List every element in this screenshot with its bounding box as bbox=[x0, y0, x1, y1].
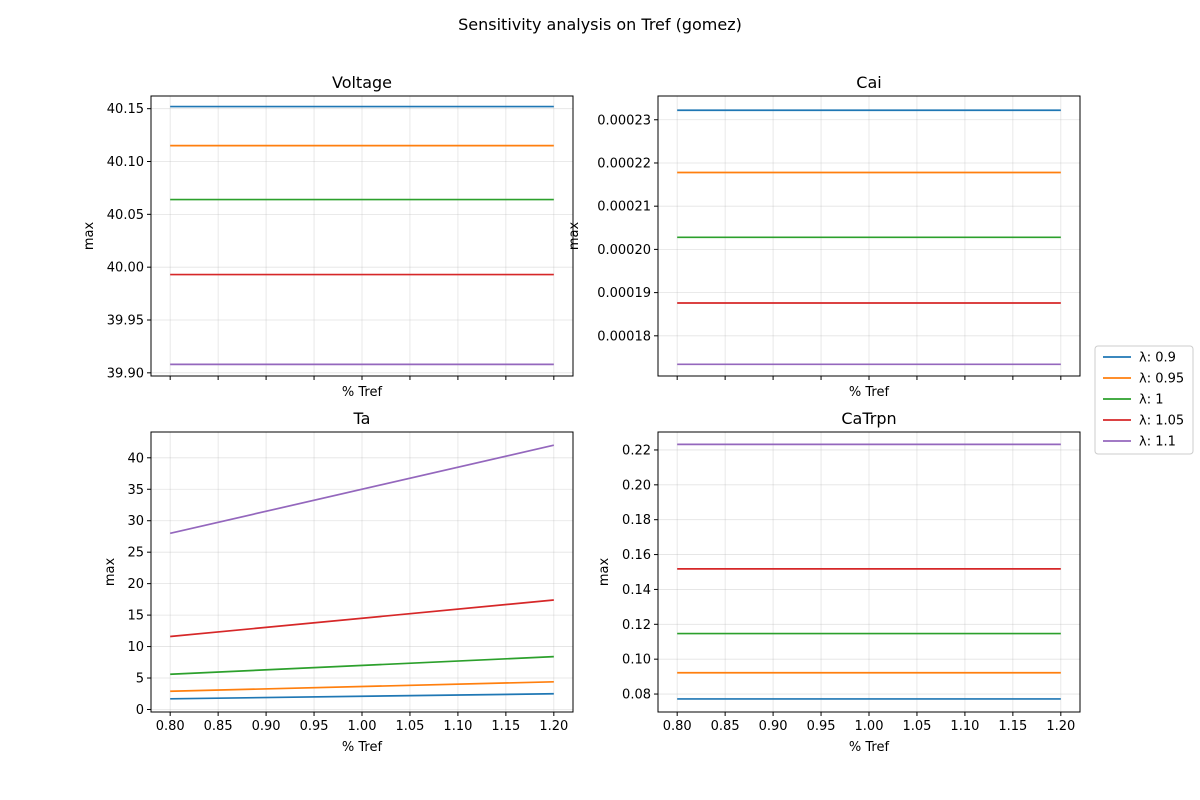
panel-voltage-ylabel: max bbox=[82, 222, 97, 251]
panel-catrpn-xtick-label: 1.20 bbox=[1046, 719, 1075, 734]
panel-ta-ytick-label: 25 bbox=[127, 546, 144, 561]
panel-cai-ytick-label: 0.00022 bbox=[597, 156, 651, 171]
panel-catrpn-xtick-label: 1.05 bbox=[902, 719, 931, 734]
panel-cai-title: Cai bbox=[856, 73, 881, 92]
figure-title: Sensitivity analysis on Tref (gomez) bbox=[458, 15, 742, 34]
panel-ta-ytick-label: 20 bbox=[127, 577, 144, 592]
panel-catrpn-ytick-label: 0.20 bbox=[622, 478, 651, 493]
panel-catrpn-xtick-label: 0.85 bbox=[711, 719, 740, 734]
panel-ta-series-line-4 bbox=[170, 599, 554, 638]
panel-ta-title: Ta bbox=[353, 409, 371, 428]
panel-voltage-ytick-label: 39.90 bbox=[107, 366, 144, 381]
panel-ta-ytick-label: 0 bbox=[136, 703, 144, 718]
panel-catrpn-ytick-label: 0.10 bbox=[622, 653, 651, 668]
panel-catrpn-xtick-label: 1.10 bbox=[950, 719, 979, 734]
panel-ta: 0.80 0.85 0.90 0.95 1.00 1.05 1.10 1.15 1.20 0 5 10… bbox=[103, 409, 574, 755]
panel-ta-series-line-2 bbox=[170, 680, 554, 693]
panel-ta-xtick-label: 0.95 bbox=[300, 719, 329, 734]
panel-catrpn-ytick-label: 0.18 bbox=[622, 513, 651, 528]
panel-ta-ytick-label: 5 bbox=[136, 672, 144, 687]
panel-voltage-ytick-label: 40.05 bbox=[107, 208, 144, 223]
panel-catrpn-xtick-label: 0.90 bbox=[759, 719, 788, 734]
legend-frame bbox=[1094, 345, 1194, 455]
panel-cai-ytick-label: 0.00018 bbox=[597, 329, 651, 344]
panel-cai: 0.00018 0.00019 0.00020 0.00021 0.00022 0.000… bbox=[567, 73, 1081, 400]
panel-voltage-ytick-label: 40.15 bbox=[107, 102, 144, 117]
legend: λ: 0.9 λ: 0.95 λ: 1 λ: 1.05 λ: 1.1 bbox=[1094, 345, 1194, 455]
panel-catrpn-xtick-label: 1.00 bbox=[855, 719, 884, 734]
panel-ta-series-line-3 bbox=[170, 655, 554, 676]
panel-ta-ytick-label: 15 bbox=[127, 609, 144, 624]
panel-catrpn: 0.80 0.85 0.90 0.95 1.00 1.05 1.10 1.15 1.20 0.08… bbox=[597, 409, 1081, 755]
panel-cai-xlabel: % Tref bbox=[849, 385, 890, 400]
panel-catrpn-ytick-label: 0.22 bbox=[622, 443, 651, 458]
panel-voltage-ytick-label: 39.95 bbox=[107, 314, 144, 329]
panel-ta-xtick-label: 1.10 bbox=[443, 719, 472, 734]
panel-catrpn-ytick-label: 0.14 bbox=[622, 583, 651, 598]
panel-cai-ytick-label: 0.00021 bbox=[597, 200, 651, 215]
panel-catrpn-ytick-label: 0.16 bbox=[622, 548, 651, 563]
panel-ta-xlabel: % Tref bbox=[342, 740, 383, 755]
panel-voltage-ytick-label: 40.00 bbox=[107, 261, 144, 276]
panel-catrpn-xtick-label: 0.95 bbox=[807, 719, 836, 734]
panel-ta-ytick-label: 30 bbox=[127, 514, 144, 529]
panel-voltage-title: Voltage bbox=[332, 73, 392, 92]
panel-catrpn-ytick-label: 0.08 bbox=[622, 688, 651, 703]
panel-ta-xtick-label: 0.85 bbox=[204, 719, 233, 734]
panel-catrpn-xtick-label: 0.80 bbox=[663, 719, 692, 734]
panel-catrpn-title: CaTrpn bbox=[841, 409, 896, 428]
panel-voltage-xlabel: % Tref bbox=[342, 385, 383, 400]
panel-ta-xtick-label: 1.20 bbox=[539, 719, 568, 734]
panel-ta-xtick-label: 0.80 bbox=[156, 719, 185, 734]
panel-ta-series-line-1 bbox=[170, 692, 554, 700]
panel-ta-series-line-5 bbox=[169, 444, 555, 535]
panel-cai-ytick-label: 0.00023 bbox=[597, 113, 651, 128]
panel-ta-ytick-label: 35 bbox=[127, 483, 144, 498]
legend-label: λ: 1.05 bbox=[1139, 414, 1184, 429]
panel-ta-ytick-label: 10 bbox=[127, 640, 144, 655]
panel-voltage-ytick-label: 40.10 bbox=[107, 155, 144, 170]
legend-label: λ: 1 bbox=[1139, 393, 1163, 408]
panel-cai-ytick-label: 0.00019 bbox=[597, 286, 651, 301]
panel-ta-xtick-label: 1.00 bbox=[348, 719, 377, 734]
panel-catrpn-ytick-label: 0.12 bbox=[622, 618, 651, 633]
panel-catrpn-xlabel: % Tref bbox=[849, 740, 890, 755]
panel-ta-xtick-label: 1.05 bbox=[395, 719, 424, 734]
subplot-grid: 39.90 39.95 40.00 40.05 40.10 40.15 Voltage % T… bbox=[82, 73, 1081, 755]
panel-cai-ylabel: max bbox=[567, 222, 582, 251]
legend-label: λ: 1.1 bbox=[1139, 435, 1176, 450]
panel-catrpn-xtick-label: 1.15 bbox=[998, 719, 1027, 734]
panel-ta-ylabel: max bbox=[103, 558, 118, 587]
legend-label: λ: 0.9 bbox=[1139, 351, 1176, 366]
panel-ta-xtick-label: 1.15 bbox=[491, 719, 520, 734]
panel-voltage: 39.90 39.95 40.00 40.05 40.10 40.15 Voltage % T… bbox=[82, 73, 574, 400]
panel-ta-ytick-label: 40 bbox=[127, 451, 144, 466]
panel-ta-xtick-label: 0.90 bbox=[252, 719, 281, 734]
legend-label: λ: 0.95 bbox=[1139, 372, 1184, 387]
panel-cai-ytick-label: 0.00020 bbox=[597, 243, 651, 258]
panel-catrpn-ylabel: max bbox=[597, 558, 612, 587]
